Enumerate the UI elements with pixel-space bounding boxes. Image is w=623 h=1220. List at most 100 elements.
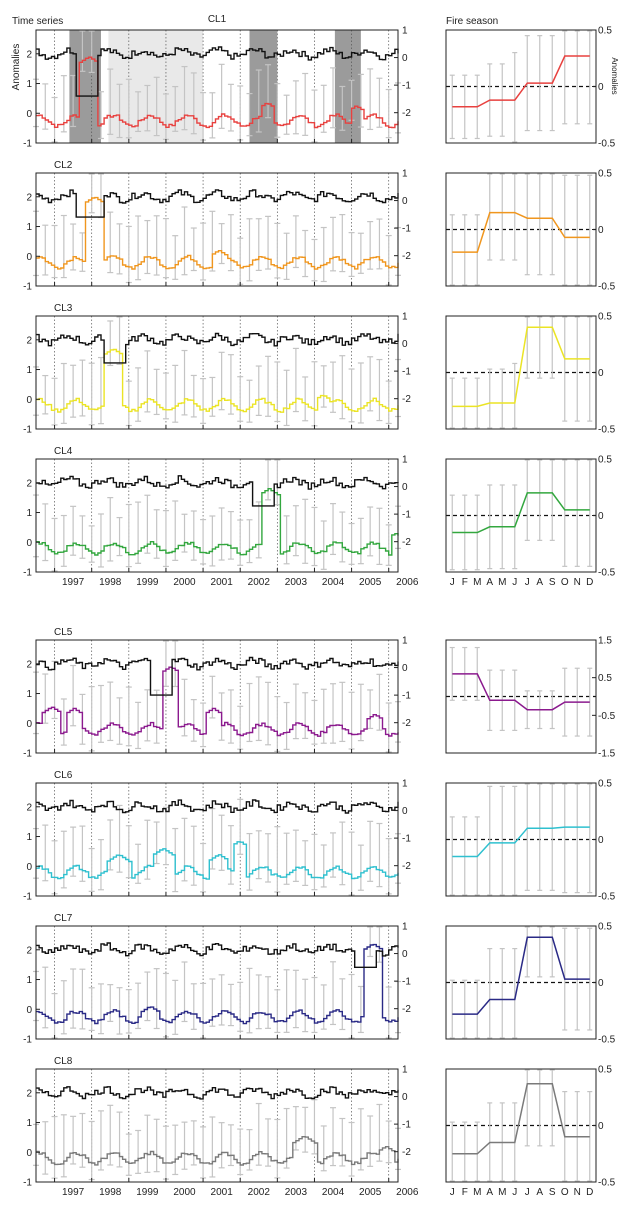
month-tick-label: O (561, 577, 569, 588)
ts-left-tick-label: -1 (23, 749, 32, 760)
seasonal-tick-label: 0 (598, 978, 604, 989)
ts-left-tick-label: -1 (23, 282, 32, 293)
month-tick-label: O (561, 1187, 569, 1198)
ts-left-tick-label: -1 (23, 425, 32, 436)
seasonal-cycle-line (452, 211, 590, 253)
ts-left-tick-label: 1 (26, 508, 32, 519)
ts-plot-frame (35, 925, 399, 1040)
seasonal-tick-label: 0 (598, 1121, 604, 1132)
year-tick-label: 2002 (248, 577, 271, 588)
ts-left-tick-label: -1 (23, 892, 32, 903)
ts-right-tick-label: 1 (402, 455, 408, 466)
ts-cluster-series (36, 196, 399, 270)
seasonal-tick-label: -0.5 (598, 1178, 616, 1189)
year-tick-label: 1998 (99, 577, 122, 588)
ts-plot-frame (35, 29, 399, 144)
month-tick-label: J (512, 577, 517, 588)
month-tick-label: N (574, 577, 581, 588)
left-y-axis-label: Anomalies (11, 44, 22, 91)
seasonal-tick-label: -0.5 (598, 711, 616, 722)
seasonal-cycle-line (452, 326, 590, 408)
ts-right-tick-label: 1 (402, 26, 408, 37)
ts-reference-series (36, 656, 399, 696)
month-tick-label: A (486, 577, 493, 588)
month-tick-label: A (536, 577, 543, 588)
anomaly-period-shade (108, 30, 204, 143)
seasonal-tick-label: 1.5 (598, 636, 612, 647)
cluster-panel-3: -1 0 1 2 1 0 -1 -2 CL3 0.5 0 -0.5 (23, 303, 616, 436)
ts-left-tick-label: 1 (26, 975, 32, 986)
cluster-title: CL2 (54, 160, 73, 171)
seasonal-tick-label: 0.5 (598, 922, 612, 933)
ts-right-tick-label: -1 (402, 81, 411, 92)
ts-right-tick-label: -2 (402, 537, 411, 548)
ts-right-tick-label: 0 (402, 196, 408, 207)
ts-left-tick-label: 2 (26, 335, 32, 346)
ts-right-tick-label: 0 (402, 806, 408, 817)
cluster-title: CL8 (54, 1056, 73, 1067)
ts-right-tick-label: -1 (402, 224, 411, 235)
ts-reference-series (36, 942, 399, 968)
ts-right-tick-label: -1 (402, 834, 411, 845)
month-tick-label: D (586, 1187, 593, 1198)
ts-right-tick-label: -2 (402, 251, 411, 262)
ts-right-tick-label: -2 (402, 861, 411, 872)
cluster-title: CL7 (54, 913, 73, 924)
month-tick-label: M (498, 1187, 506, 1198)
ts-right-tick-label: -2 (402, 394, 411, 405)
ts-reference-series (36, 1086, 399, 1100)
ts-reference-series (36, 46, 399, 97)
seasonal-tick-label: -0.5 (598, 1035, 616, 1046)
ts-right-tick-label: 1 (402, 779, 408, 790)
ts-right-tick-label: -2 (402, 718, 411, 729)
ts-right-tick-label: -1 (402, 691, 411, 702)
ts-left-tick-label: 0 (26, 109, 32, 120)
ts-right-tick-label: 0 (402, 339, 408, 350)
month-tick-label: M (473, 1187, 481, 1198)
ts-plot-frame (35, 315, 399, 430)
ts-left-tick-label: 0 (26, 252, 32, 263)
ts-reference-series (36, 332, 399, 364)
ts-plot-frame (35, 172, 399, 287)
ts-right-tick-label: 0 (402, 1092, 408, 1103)
seasonal-cycle-line (452, 673, 590, 711)
seasonal-cycle-line (452, 936, 590, 1015)
ts-cluster-series (36, 841, 399, 880)
ts-right-tick-label: -1 (402, 510, 411, 521)
cluster-title: CL1 (208, 14, 227, 25)
month-tick-label: A (486, 1187, 493, 1198)
year-tick-label: 2001 (211, 1187, 234, 1198)
month-tick-label: M (498, 577, 506, 588)
seasonal-tick-label: 0.5 (598, 455, 612, 466)
ts-left-tick-label: -1 (23, 139, 32, 150)
seasonal-tick-label: 0.5 (598, 779, 612, 790)
ts-right-tick-label: 1 (402, 1065, 408, 1076)
ts-left-tick-label: 1 (26, 689, 32, 700)
cluster-panel-7: -1 0 1 2 1 0 -1 -2 CL7 0.5 0 -0.5 (23, 913, 616, 1046)
seasonal-tick-label: -0.5 (598, 892, 616, 903)
ts-cluster-series (36, 488, 399, 556)
month-tick-label: D (586, 577, 593, 588)
ts-left-tick-label: 0 (26, 538, 32, 549)
anomaly-period-shade (334, 30, 361, 143)
ts-right-tick-label: -2 (402, 1147, 411, 1158)
seasonal-tick-label: -0.5 (598, 139, 616, 150)
year-tick-label: 2000 (173, 1187, 196, 1198)
ts-right-tick-label: 0 (402, 482, 408, 493)
cluster-panel-1: -1 0 1 2 1 0 -1 -2 CL1 0.5 0 -0.5 (23, 14, 616, 150)
seasonal-tick-label: 0.5 (598, 26, 612, 37)
ts-right-tick-label: 1 (402, 169, 408, 180)
ts-left-tick-label: 1 (26, 222, 32, 233)
seasonal-cycle-line (452, 492, 590, 534)
seasonal-tick-label: -0.5 (598, 568, 616, 579)
ts-cluster-series (36, 943, 399, 1025)
ts-left-tick-label: 2 (26, 478, 32, 489)
cluster-title: CL3 (54, 303, 73, 314)
month-tick-label: F (462, 577, 468, 588)
ts-right-tick-label: -2 (402, 1004, 411, 1015)
year-tick-label: 2004 (322, 1187, 345, 1198)
ts-left-tick-label: 2 (26, 945, 32, 956)
ts-left-tick-label: 2 (26, 802, 32, 813)
anomaly-period-shade (249, 30, 278, 143)
ts-plot-frame (35, 782, 399, 897)
